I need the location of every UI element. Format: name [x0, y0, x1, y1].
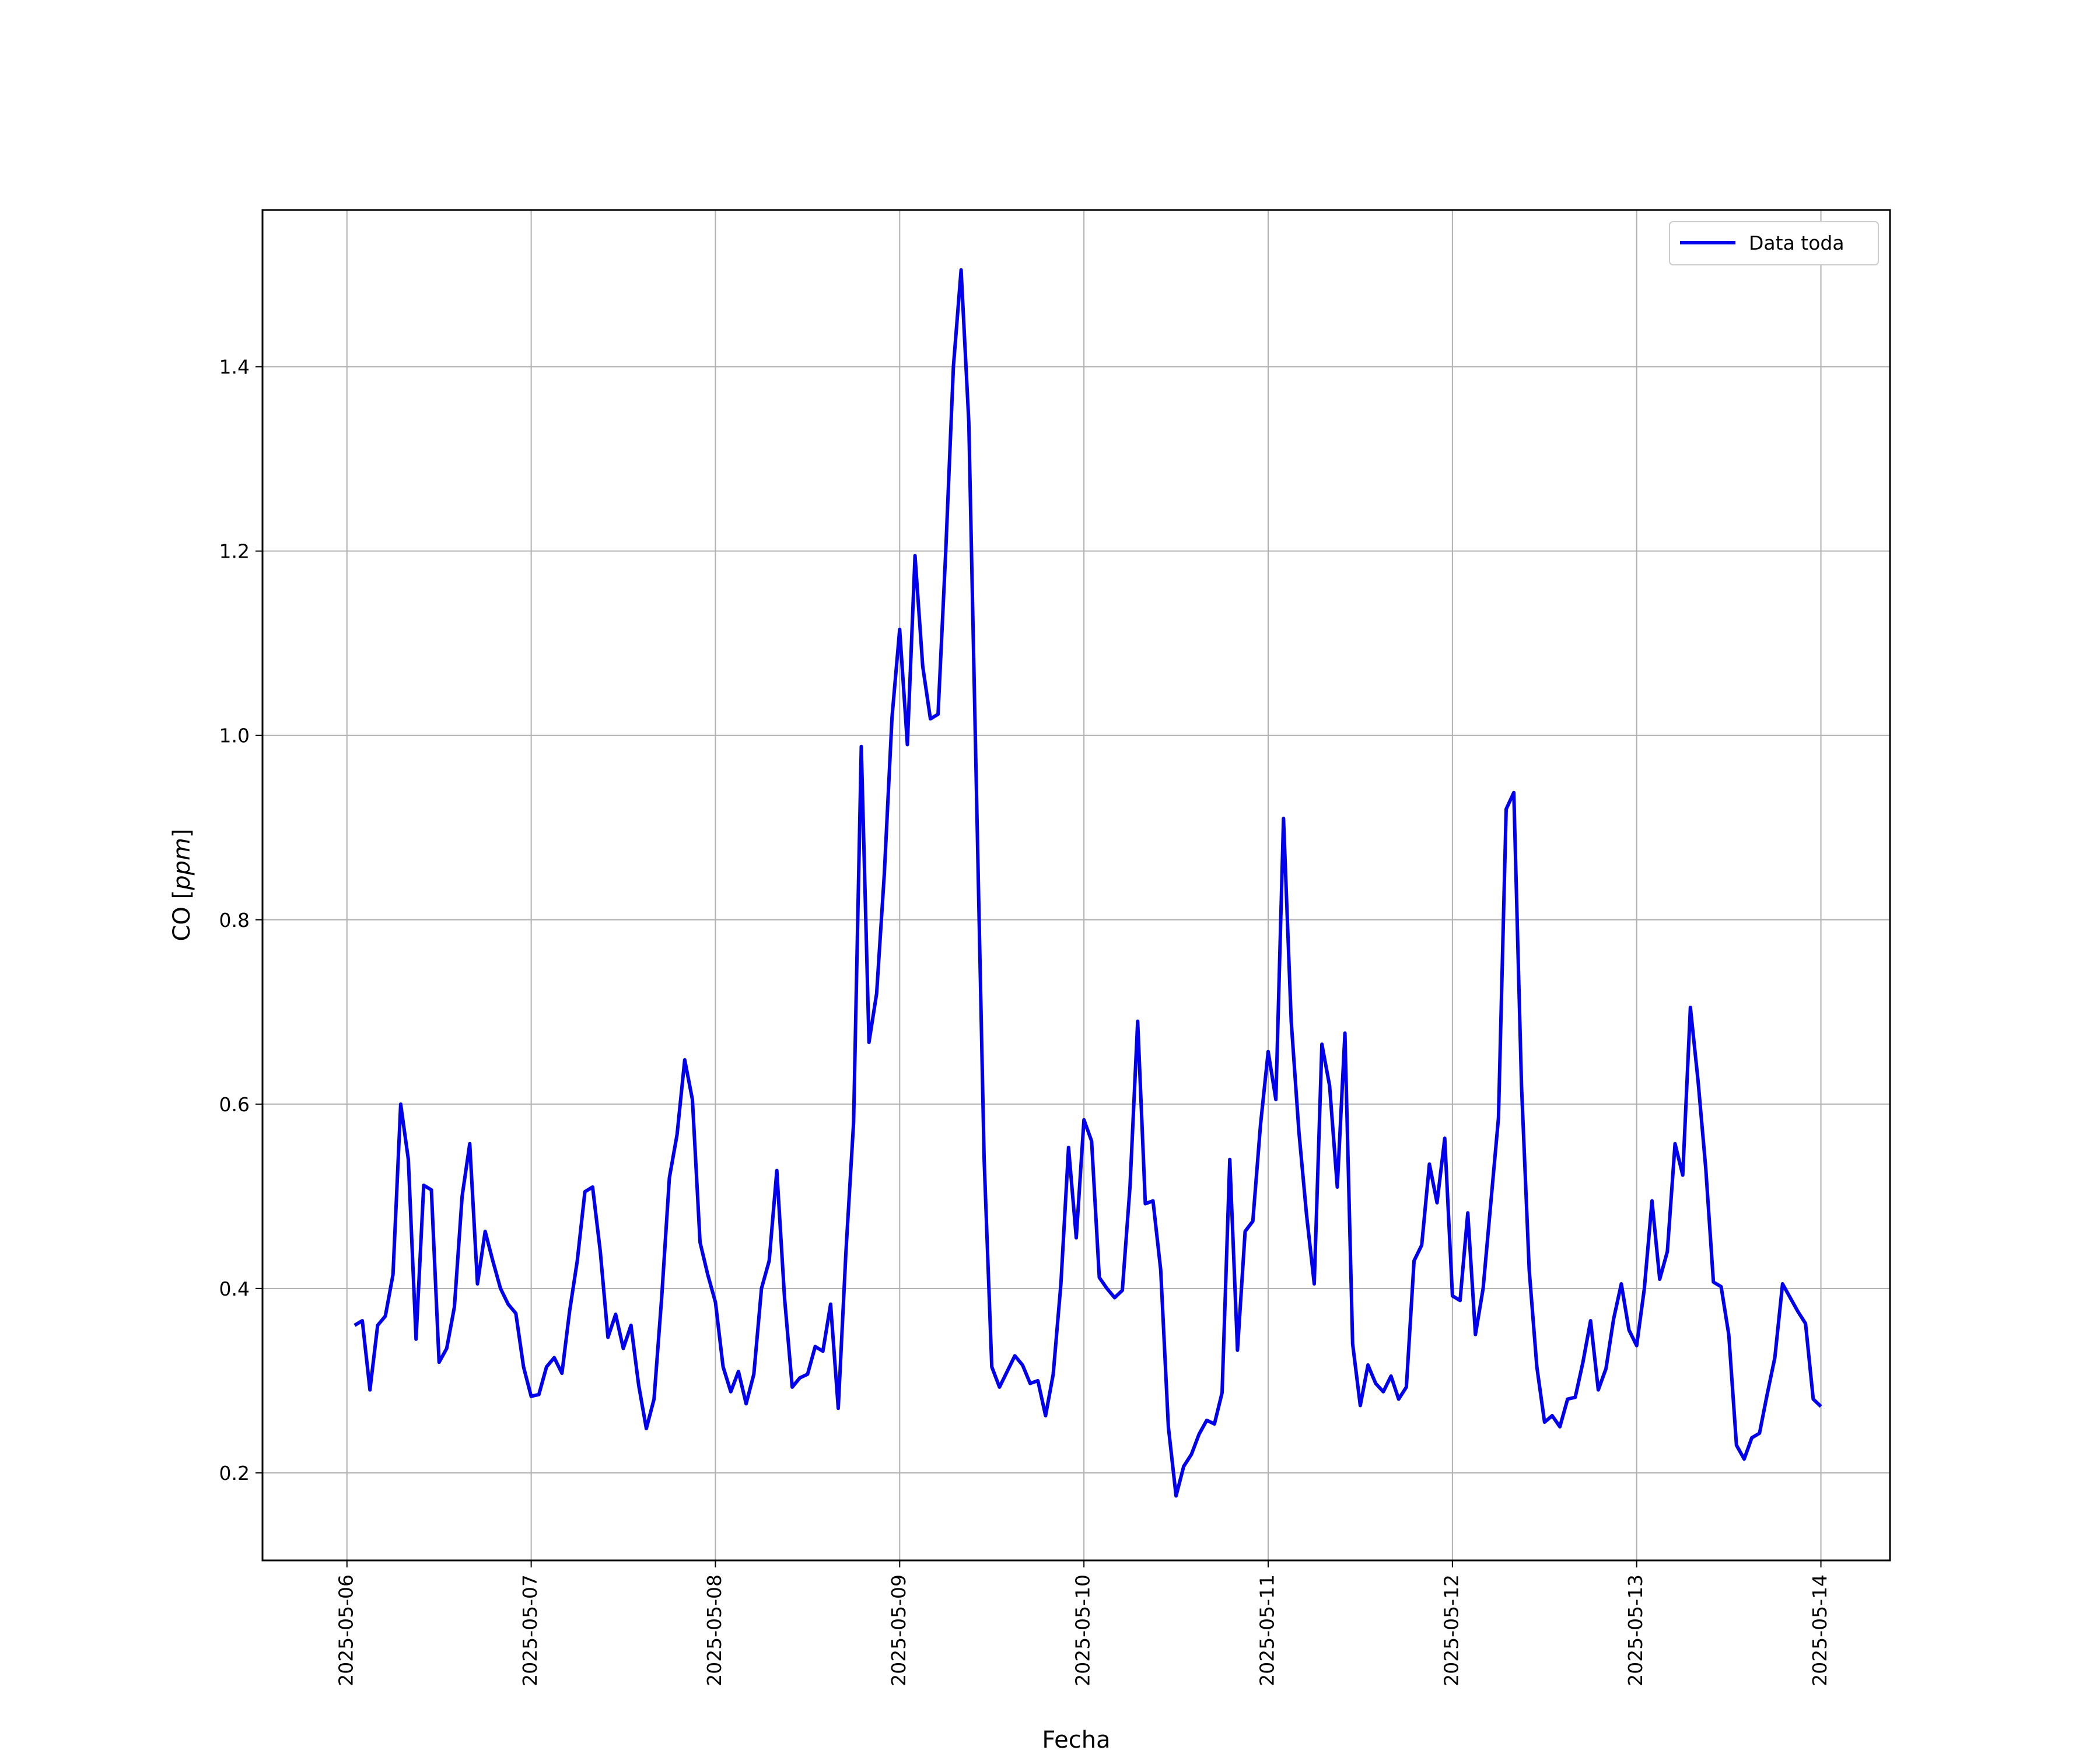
y-tick-label: 0.8: [219, 909, 250, 932]
legend-box: [1669, 221, 1879, 265]
x-axis-title: Fecha: [1042, 1727, 1110, 1750]
y-axis-ticks: 0.2 0.4 0.6 0.8 1.0 1.2 1.4: [219, 356, 262, 1485]
y-axis-title-main: CO: [169, 907, 195, 941]
x-tick-label: 2025-05-14: [1808, 1574, 1831, 1686]
x-tick-label: 2025-05-13: [1624, 1574, 1647, 1686]
y-tick-label: 0.4: [219, 1278, 250, 1300]
data-series: [354, 268, 1822, 1498]
x-tick-label: 2025-05-07: [519, 1574, 541, 1686]
y-axis-title: CO [ppm]: [169, 828, 195, 941]
legend: Data toda: [1669, 221, 1879, 265]
x-tick-label: 2025-05-09: [887, 1574, 910, 1686]
x-tick-label: 2025-05-10: [1072, 1574, 1094, 1686]
y-axis-title-unit: ppm: [169, 838, 195, 891]
x-tick-label: 2025-05-12: [1440, 1574, 1462, 1686]
plot-frame: [261, 209, 1891, 1562]
series-line-data-toda: [354, 268, 1822, 1498]
x-tick-label: 2025-05-06: [334, 1574, 357, 1686]
y-tick-label: 1.4: [219, 356, 250, 379]
x-tick-label: 2025-05-08: [703, 1574, 726, 1686]
legend-label: Data toda: [1749, 232, 1845, 254]
y-tick-label: 0.2: [219, 1462, 250, 1485]
y-tick-label: 1.2: [219, 540, 250, 563]
x-tick-label: 2025-05-11: [1256, 1574, 1279, 1686]
y-tick-label: 1.0: [219, 724, 250, 747]
x-axis-ticks: 2025-05-06 2025-05-07 2025-05-08 2025-05-09…: [334, 1560, 1831, 1686]
y-tick-label: 0.6: [219, 1093, 250, 1116]
